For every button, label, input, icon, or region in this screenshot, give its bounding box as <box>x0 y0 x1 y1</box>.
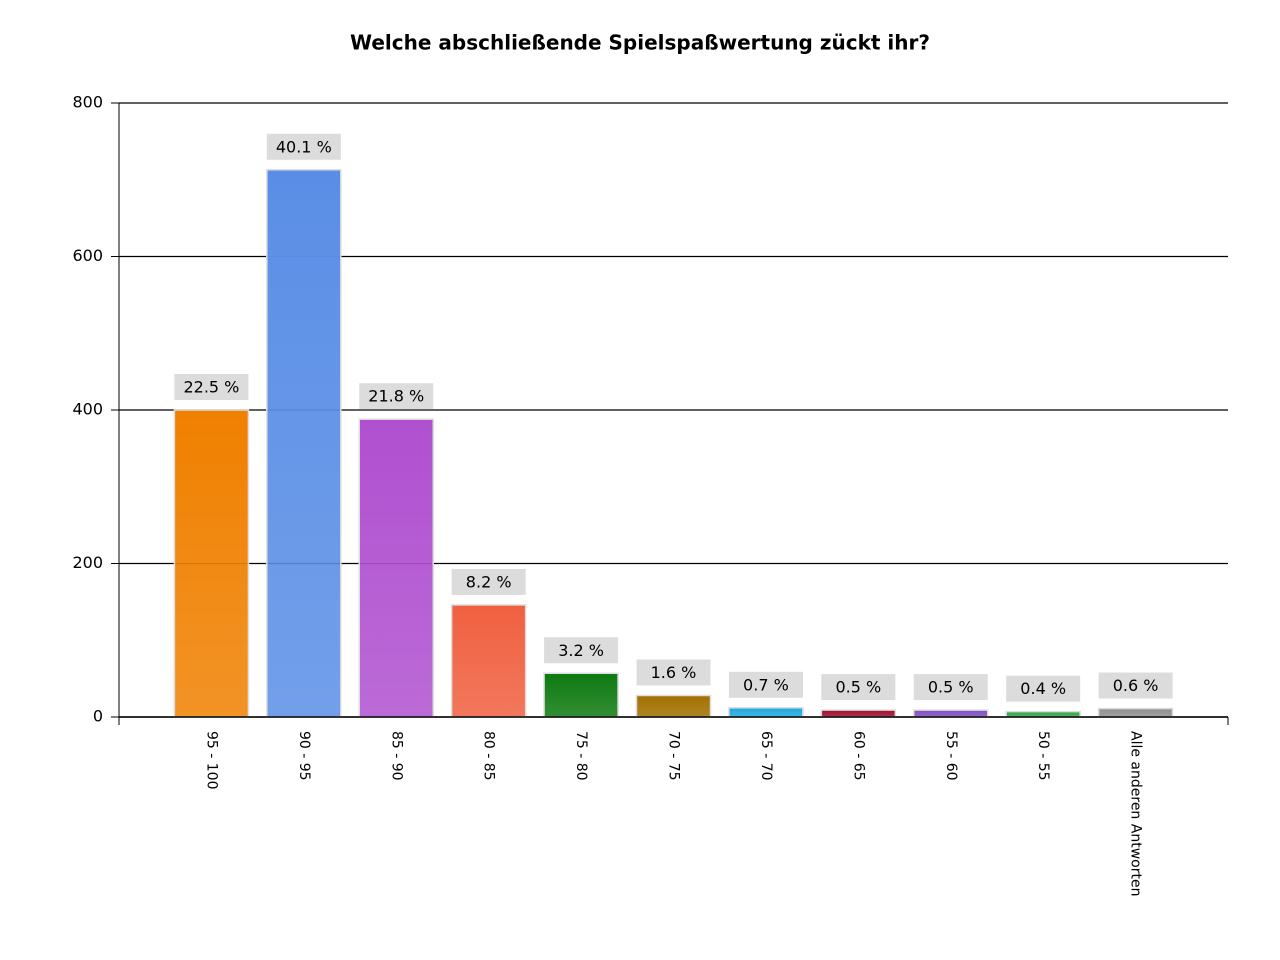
value-label-box <box>913 674 988 701</box>
x-tick-label: 50 - 55 <box>1035 731 1051 781</box>
y-tick-label: 400 <box>72 400 103 419</box>
bar <box>173 409 250 718</box>
value-label: 0.5 % <box>928 678 974 697</box>
value-label: 8.2 % <box>466 572 512 591</box>
x-tick-label: 85 - 90 <box>388 731 404 781</box>
value-label: 0.4 % <box>1020 679 1066 698</box>
bar <box>635 694 712 718</box>
bar <box>450 604 527 718</box>
value-label-box <box>451 568 526 595</box>
x-tick-label: 80 - 85 <box>481 731 497 781</box>
value-label: 21.8 % <box>368 387 424 406</box>
x-tick-label: 95 - 100 <box>203 731 219 790</box>
bar <box>1005 710 1081 718</box>
bar <box>913 709 989 718</box>
bar <box>728 707 804 718</box>
value-label: 40.1 % <box>276 137 332 156</box>
value-label-box <box>359 383 434 410</box>
x-tick-label: 55 - 60 <box>943 731 959 781</box>
value-label-box <box>266 133 341 160</box>
y-tick-label: 0 <box>93 707 103 726</box>
chart-title: Welche abschließende Spielspaßwertung zü… <box>350 31 930 55</box>
x-tick-label: 75 - 80 <box>573 731 589 781</box>
y-tick-label: 600 <box>72 246 103 265</box>
value-label: 0.6 % <box>1113 676 1159 695</box>
value-label: 0.7 % <box>743 675 789 694</box>
value-label: 0.5 % <box>835 678 881 697</box>
bar <box>543 672 619 718</box>
value-label-box <box>821 674 896 701</box>
value-label-box <box>1006 675 1081 702</box>
y-tick-label: 800 <box>72 93 103 112</box>
value-label-box <box>174 374 249 400</box>
value-label: 3.2 % <box>558 641 604 660</box>
x-tick-label: 70 - 75 <box>666 731 682 781</box>
bar <box>820 709 897 718</box>
value-label-box <box>1098 672 1173 699</box>
bar <box>358 418 434 718</box>
value-label: 22.5 % <box>183 378 239 397</box>
bar <box>1097 707 1174 718</box>
y-tick-label: 200 <box>72 553 103 572</box>
bar <box>266 169 342 718</box>
value-label-box <box>728 671 803 698</box>
value-label-box <box>636 659 711 686</box>
value-label-box <box>544 637 619 664</box>
value-label: 1.6 % <box>651 663 697 682</box>
x-tick-label: Alle anderen Antworten <box>1128 731 1144 896</box>
x-tick-label: 60 - 65 <box>850 731 866 781</box>
x-tick-label: 65 - 70 <box>758 731 774 781</box>
x-tick-label: 90 - 95 <box>296 731 312 781</box>
